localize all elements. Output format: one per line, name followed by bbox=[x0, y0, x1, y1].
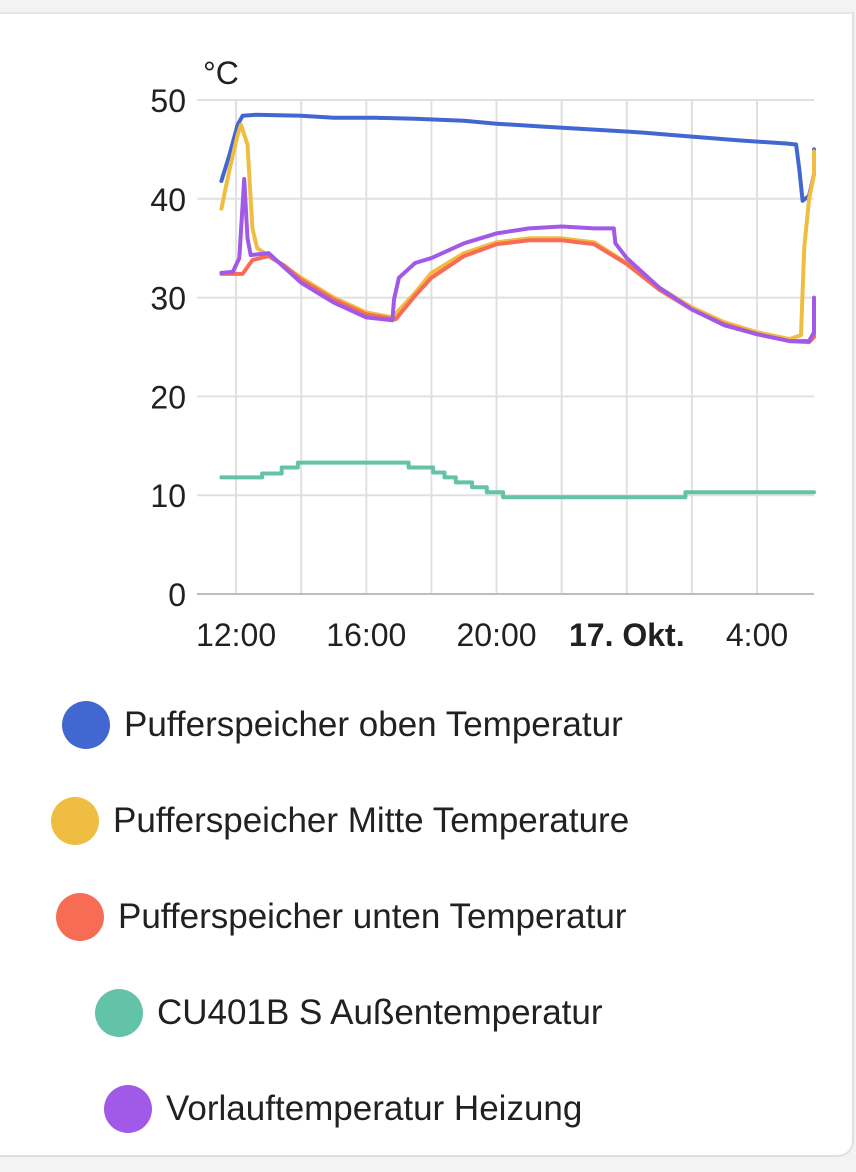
series-line-0 bbox=[219, 112, 816, 203]
legend-label: Pufferspeicher unten Temperatur bbox=[118, 897, 627, 936]
legend-color-dot bbox=[104, 1085, 152, 1133]
legend-color-dot bbox=[51, 797, 99, 845]
chart-card: °C 0 10 20 30 40 50 12:00 16:00 20:00 17. Okt. 4:… bbox=[0, 12, 854, 1157]
series-line-4 bbox=[219, 177, 816, 344]
x-tick-label: 16:00 bbox=[326, 617, 406, 653]
y-tick-label: 30 bbox=[150, 281, 186, 317]
y-tick-labels: 0 10 20 30 40 50 bbox=[150, 83, 186, 613]
legend-item-pufferspeicher-unten[interactable]: Pufferspeicher unten Temperatur bbox=[56, 869, 626, 965]
y-tick-label: 40 bbox=[150, 182, 186, 218]
x-tick-label: 4:00 bbox=[726, 617, 788, 653]
legend-color-dot bbox=[62, 701, 110, 749]
line-chart: °C 0 10 20 30 40 50 12:00 16:00 20:00 17. Okt. 4:… bbox=[150, 55, 816, 653]
legend-item-vorlauftemperatur[interactable]: Vorlauftemperatur Heizung bbox=[104, 1061, 582, 1157]
legend-label: Vorlauftemperatur Heizung bbox=[166, 1089, 583, 1128]
legend-color-dot bbox=[95, 989, 143, 1037]
series-line-3 bbox=[219, 460, 816, 500]
legend-item-aussentemperatur[interactable]: CU401B S Außentemperatur bbox=[95, 965, 603, 1061]
y-tick-label: 20 bbox=[150, 379, 186, 415]
x-tick-label: 20:00 bbox=[457, 617, 537, 653]
y-tick-label: 50 bbox=[150, 83, 186, 119]
legend-label: CU401B S Außentemperatur bbox=[157, 993, 603, 1032]
x-tick-label: 17. Okt. bbox=[569, 617, 685, 653]
y-tick-label: 0 bbox=[168, 577, 186, 613]
grid-lines bbox=[197, 99, 814, 595]
legend-item-pufferspeicher-oben[interactable]: Pufferspeicher oben Temperatur bbox=[62, 677, 623, 773]
legend-item-pufferspeicher-mitte[interactable]: Pufferspeicher Mitte Temperature bbox=[51, 773, 629, 869]
legend-label: Pufferspeicher Mitte Temperature bbox=[113, 801, 630, 840]
x-tick-labels: 12:00 16:00 20:00 17. Okt. 4:00 bbox=[196, 617, 788, 653]
x-tick-label: 12:00 bbox=[196, 617, 276, 653]
y-tick-label: 10 bbox=[150, 478, 186, 514]
y-axis-unit-label: °C bbox=[203, 55, 239, 91]
legend-color-dot bbox=[56, 893, 104, 941]
series-lines bbox=[219, 112, 816, 500]
legend-label: Pufferspeicher oben Temperatur bbox=[124, 705, 623, 744]
